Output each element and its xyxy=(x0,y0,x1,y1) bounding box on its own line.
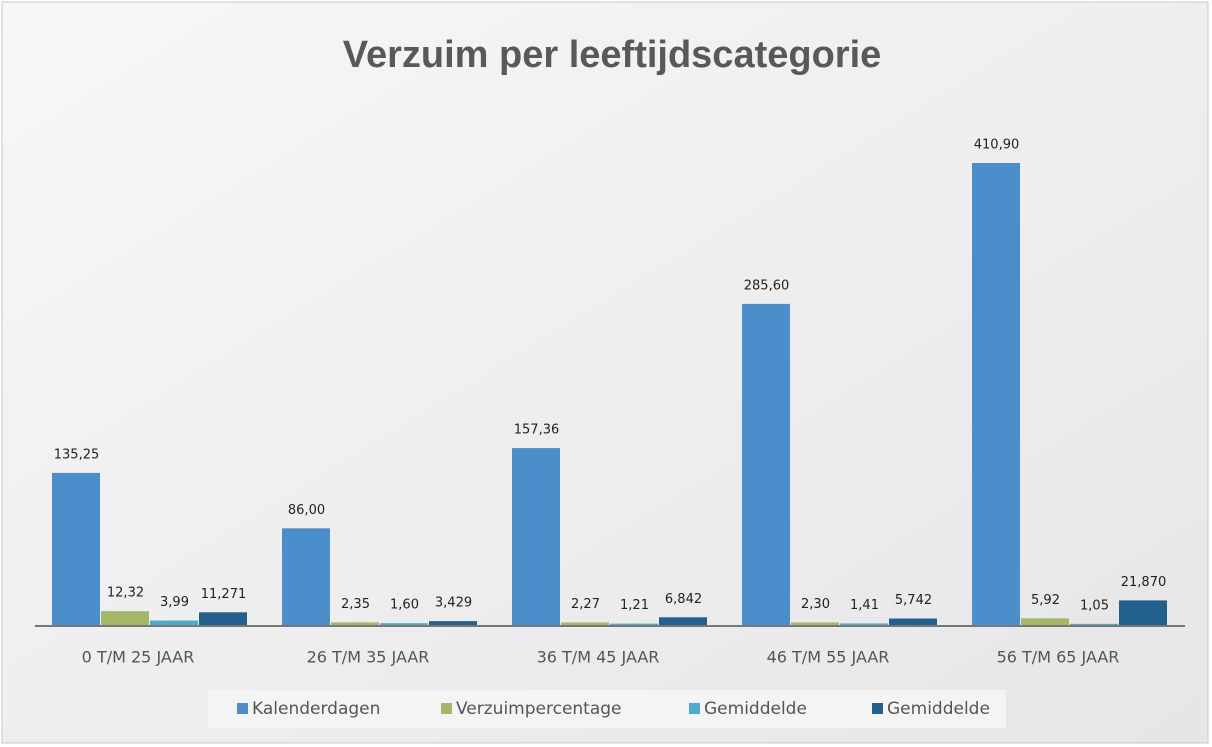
x-tick-label: 56 T/M 65 JAAR xyxy=(997,648,1120,667)
x-tick-label: 0 T/M 25 JAAR xyxy=(82,648,195,667)
value-label: 86,00 xyxy=(288,503,325,518)
bar xyxy=(150,620,198,625)
value-label: 1,41 xyxy=(850,598,879,613)
value-label: 1,05 xyxy=(1080,598,1109,613)
value-label: 5,742 xyxy=(895,593,932,608)
value-label: 5,92 xyxy=(1031,593,1060,608)
bar xyxy=(282,528,330,625)
value-label: 3,429 xyxy=(435,596,472,611)
bar xyxy=(429,621,477,625)
bar xyxy=(791,622,839,625)
bar xyxy=(972,163,1020,625)
bar xyxy=(1119,600,1167,625)
x-tick-label: 26 T/M 35 JAAR xyxy=(307,648,430,667)
bar xyxy=(1070,623,1118,625)
legend-swatch xyxy=(689,703,700,714)
value-label: 285,60 xyxy=(744,278,790,293)
x-tick-label: 36 T/M 45 JAAR xyxy=(537,648,660,667)
legend-label: Gemiddelde xyxy=(887,699,990,719)
value-label: 6,842 xyxy=(665,592,702,607)
legend-label: Verzuimpercentage xyxy=(456,699,622,719)
bar xyxy=(742,303,790,625)
value-label: 2,27 xyxy=(571,597,600,612)
chart-title: Verzuim per leeftijdscategorie xyxy=(343,34,882,76)
bar xyxy=(561,622,609,625)
value-label: 135,25 xyxy=(54,447,100,462)
value-label: 12,32 xyxy=(107,586,144,601)
value-label: 11,271 xyxy=(201,587,247,602)
value-label: 410,90 xyxy=(974,138,1020,153)
bar xyxy=(840,623,888,625)
value-label: 157,36 xyxy=(514,423,560,438)
bar xyxy=(331,622,379,625)
bar xyxy=(512,448,560,625)
value-label: 1,21 xyxy=(620,598,649,613)
bar xyxy=(659,617,707,625)
legend-swatch xyxy=(872,703,883,714)
bar xyxy=(380,623,428,625)
value-label: 2,30 xyxy=(801,597,830,612)
bar xyxy=(52,472,100,625)
bar xyxy=(889,618,937,625)
value-label: 21,870 xyxy=(1121,575,1167,590)
bar xyxy=(101,611,149,625)
bar xyxy=(1021,618,1069,625)
legend-swatch xyxy=(237,703,248,714)
value-label: 3,99 xyxy=(160,595,189,610)
x-tick-label: 46 T/M 55 JAAR xyxy=(767,648,890,667)
legend-swatch xyxy=(441,703,452,714)
value-label: 2,35 xyxy=(341,597,370,612)
legend-label: Gemiddelde xyxy=(704,699,807,719)
legend-label: Kalenderdagen xyxy=(252,699,380,719)
value-label: 1,60 xyxy=(390,598,419,613)
bar xyxy=(610,623,658,625)
bar xyxy=(199,612,247,625)
